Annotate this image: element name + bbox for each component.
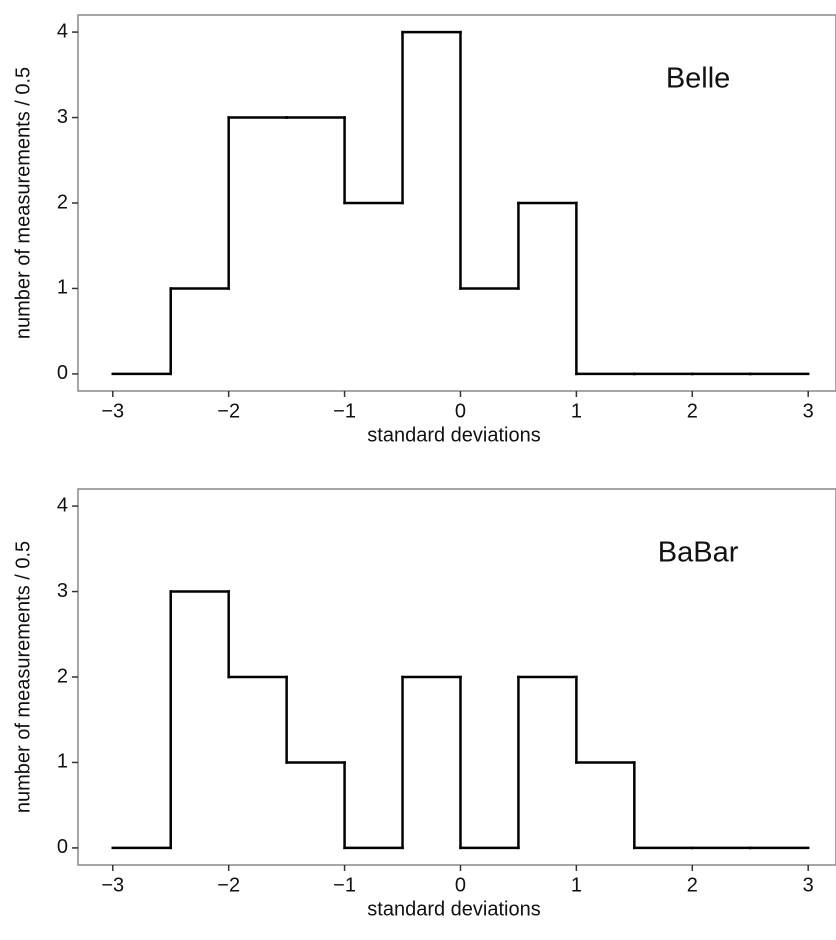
x-tick-label: 1 [571,400,582,422]
x-tick-label: −3 [101,400,124,422]
x-tick-label: −2 [217,400,240,422]
x-tick-label: −3 [101,874,124,896]
y-tick-label: 1 [57,751,68,773]
x-tick-label: −1 [333,874,356,896]
y-tick-label: 1 [57,277,68,299]
y-tick-label: 0 [57,836,68,858]
y-tick-label: 0 [57,362,68,384]
x-tick-label: 2 [687,400,698,422]
y-tick-label: 4 [57,494,68,516]
x-tick-label: 1 [571,874,582,896]
x-tick-label: −2 [217,874,240,896]
x-tick-label: 3 [803,874,814,896]
y-tick-label: 3 [57,580,68,602]
y-tick-label: 2 [57,665,68,687]
x-tick-label: −1 [333,400,356,422]
y-axis-label: number of measurements / 0.5 [12,67,34,339]
x-axis-label: standard deviations [367,898,540,920]
annotation: BaBar [658,537,739,569]
x-tick-label: 0 [455,874,466,896]
x-axis-label: standard deviations [367,424,540,446]
x-tick-label: 2 [687,874,698,896]
y-axis-label: number of measurements / 0.5 [12,541,34,813]
y-tick-label: 3 [57,106,68,128]
x-tick-label: 3 [803,400,814,422]
y-tick-label: 4 [57,20,68,42]
x-tick-label: 0 [455,400,466,422]
y-tick-label: 2 [57,191,68,213]
annotation: Belle [666,63,731,95]
